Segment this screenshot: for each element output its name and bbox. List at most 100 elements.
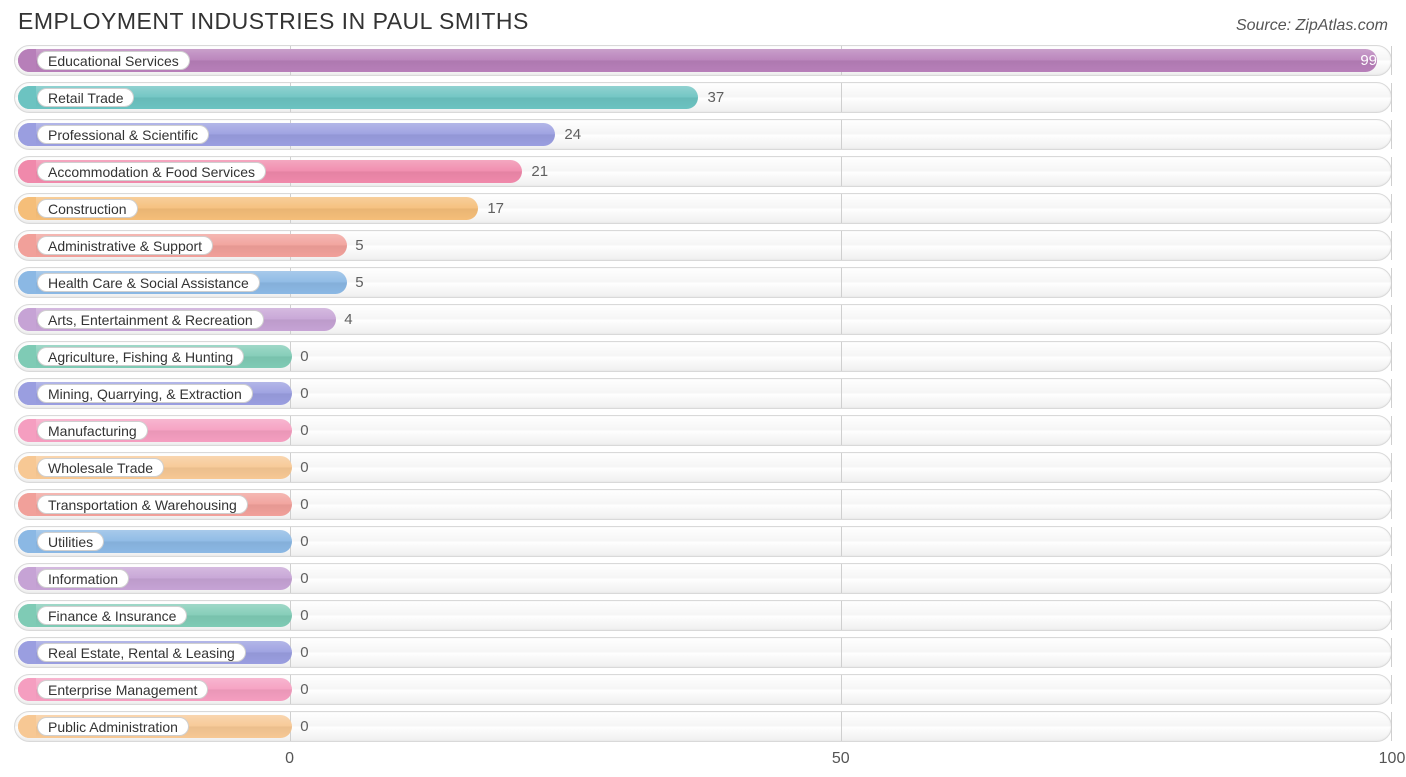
category-label: Arts, Entertainment & Recreation [37,310,264,329]
gridline [1391,527,1392,556]
bar-row: Utilities 0 [14,526,1392,557]
bar-start-cap [18,86,36,109]
category-label: Mining, Quarrying, & Extraction [37,384,253,403]
category-label: Public Administration [37,717,189,736]
value-label: 0 [300,712,308,741]
bar-row: Finance & Insurance 0 [14,600,1392,631]
category-label: Real Estate, Rental & Leasing [37,643,246,662]
axis-tick-label: 100 [1379,750,1406,768]
gridline [1391,453,1392,482]
bar-row: Retail Trade 37 [14,82,1392,113]
value-label: 0 [300,453,308,482]
gridline [1391,194,1392,223]
gridline [1391,157,1392,186]
axis-tick-label: 0 [285,750,294,768]
bar-row: Mining, Quarrying, & Extraction 0 [14,378,1392,409]
gridline [1391,564,1392,593]
axis-tick-label: 50 [832,750,850,768]
gridline [1391,83,1392,112]
bar-start-cap [18,160,36,183]
category-label: Utilities [37,532,104,551]
category-label: Manufacturing [37,421,148,440]
category-label: Accommodation & Food Services [37,162,266,181]
bar-row: Health Care & Social Assistance 5 [14,267,1392,298]
category-label: Enterprise Management [37,680,208,699]
value-label: 0 [300,527,308,556]
value-label: 21 [531,157,548,186]
bar-start-cap [18,567,36,590]
chart-plot-area: Educational Services 99 Retail Trade 37 Prof… [0,39,1406,742]
bar-start-cap [18,715,36,738]
gridline [1391,416,1392,445]
category-label: Administrative & Support [37,236,213,255]
category-label: Wholesale Trade [37,458,164,477]
gridline [1391,46,1392,75]
value-label: 17 [487,194,504,223]
bar-start-cap [18,493,36,516]
x-axis: 050100 [14,748,1392,776]
gridline [1391,268,1392,297]
bar-start-cap [18,271,36,294]
bar-row: Real Estate, Rental & Leasing 0 [14,637,1392,668]
value-label: 24 [564,120,581,149]
chart-header: EMPLOYMENT INDUSTRIES IN PAUL SMITHS Sou… [0,0,1406,39]
bar-start-cap [18,234,36,257]
value-label: 0 [300,564,308,593]
category-label: Transportation & Warehousing [37,495,248,514]
category-label: Professional & Scientific [37,125,209,144]
gridline [1391,231,1392,260]
category-label: Health Care & Social Assistance [37,273,260,292]
category-label: Retail Trade [37,88,134,107]
value-label: 0 [300,379,308,408]
value-label: 99 [1360,46,1377,75]
bar-row: Public Administration 0 [14,711,1392,742]
category-label: Information [37,569,129,588]
bar-row: Construction17 [14,193,1392,224]
bar-row: Agriculture, Fishing & Hunting0 [14,341,1392,372]
bar [18,49,1377,72]
value-label: 37 [707,83,724,112]
value-label: 5 [355,231,363,260]
bar-row: Administrative & Support 5 [14,230,1392,261]
bar-start-cap [18,345,36,368]
value-label: 0 [300,601,308,630]
bar-row: Manufacturing 0 [14,415,1392,446]
gridline [1391,120,1392,149]
bar-start-cap [18,604,36,627]
gridline [1391,601,1392,630]
bar-row: Information 0 [14,563,1392,594]
bar-start-cap [18,678,36,701]
source-attribution: Source: ZipAtlas.com [1236,17,1388,35]
value-label: 0 [300,416,308,445]
bar-row: Accommodation & Food Services 21 [14,156,1392,187]
value-label: 0 [300,490,308,519]
bar-start-cap [18,49,36,72]
value-label: 5 [355,268,363,297]
value-label: 4 [344,305,352,334]
bar-start-cap [18,308,36,331]
bar-start-cap [18,530,36,553]
bar-start-cap [18,123,36,146]
gridline [1391,490,1392,519]
category-label: Educational Services [37,51,190,70]
value-label: 0 [300,638,308,667]
chart-title: EMPLOYMENT INDUSTRIES IN PAUL SMITHS [18,8,529,35]
gridline [1391,342,1392,371]
bar-row: Transportation & Warehousing 0 [14,489,1392,520]
bar-row: Professional & Scientific 24 [14,119,1392,150]
gridline [1391,305,1392,334]
bar-start-cap [18,641,36,664]
bar-start-cap [18,419,36,442]
bar-start-cap [18,382,36,405]
category-label: Agriculture, Fishing & Hunting [37,347,244,366]
value-label: 0 [300,675,308,704]
bar-row: Enterprise Management 0 [14,674,1392,705]
bar-start-cap [18,456,36,479]
gridline [1391,379,1392,408]
gridline [1391,712,1392,741]
bar-start-cap [18,197,36,220]
gridline [1391,638,1392,667]
category-label: Finance & Insurance [37,606,187,625]
bar-row: Educational Services 99 [14,45,1392,76]
bar-row: Arts, Entertainment & Recreation 4 [14,304,1392,335]
